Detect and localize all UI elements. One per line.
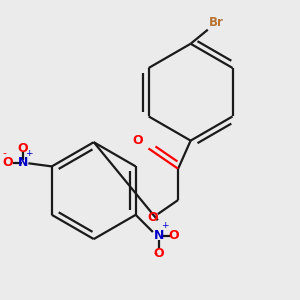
Text: O: O — [148, 211, 158, 224]
Text: -: - — [153, 248, 158, 258]
Text: N: N — [154, 229, 164, 242]
Text: N: N — [18, 156, 28, 169]
Text: O: O — [18, 142, 28, 155]
Text: O: O — [154, 247, 164, 260]
Text: +: + — [25, 149, 32, 158]
Text: O: O — [3, 156, 13, 169]
Text: -: - — [2, 148, 6, 159]
Text: O: O — [132, 134, 143, 147]
Text: Br: Br — [209, 16, 224, 29]
Text: O: O — [169, 229, 179, 242]
Text: +: + — [161, 221, 169, 230]
